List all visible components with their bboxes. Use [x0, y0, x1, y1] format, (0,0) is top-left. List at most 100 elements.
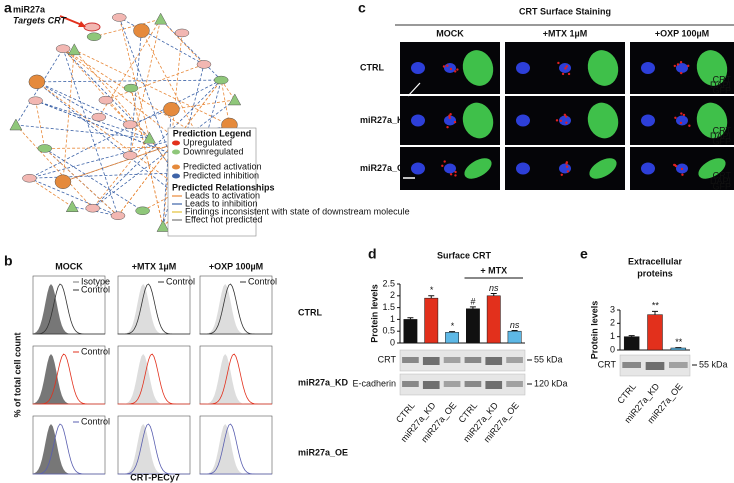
legend-title: Predicted Relationships: [172, 182, 275, 192]
bar: [403, 319, 418, 344]
crt-spot: [565, 162, 568, 165]
crt-spot: [563, 113, 567, 117]
cell-nucleus: [411, 162, 425, 175]
channel-label: GFP: [712, 181, 731, 191]
network-edge: [62, 48, 150, 139]
network-edge: [36, 81, 100, 118]
y-tick-label: 0.5: [382, 326, 395, 336]
y-tick-label: 1.5: [382, 302, 395, 312]
cell-nucleus: [516, 62, 530, 74]
cell-gfp: [587, 50, 619, 86]
channel-label: CRT: [713, 125, 732, 135]
histogram-frame: [199, 415, 273, 475]
network-node: [85, 203, 100, 213]
legend-swatch: [172, 140, 180, 146]
y-tick-label: 2.5: [382, 278, 395, 288]
crt-spot: [555, 119, 559, 122]
network-edge: [29, 177, 119, 217]
legend-swatch: [172, 164, 180, 170]
legend-label: Control: [81, 416, 110, 426]
row-label: miR27a_OE: [360, 163, 410, 173]
network-edge: [29, 79, 222, 179]
y-tick-label: 3: [610, 304, 615, 314]
cell-nucleus: [411, 114, 425, 127]
crt-spot: [449, 67, 453, 71]
chart-title: Extracellular: [628, 256, 683, 266]
category-label: CTRL: [615, 381, 638, 405]
crt-node: [83, 22, 101, 32]
legend-label: Control: [166, 276, 195, 286]
blot-band: [422, 381, 440, 389]
blot-band: [506, 381, 523, 387]
marker-label: 55 kDa: [534, 354, 563, 364]
channel-label: GFP: [712, 136, 731, 146]
network-edge: [36, 81, 189, 206]
blot-band: [622, 362, 641, 368]
error-bar: [652, 310, 658, 315]
crt-spot: [679, 61, 683, 64]
network-node: [213, 75, 229, 85]
crt-spot: [454, 174, 457, 177]
network-node: [154, 12, 168, 25]
crt-spot: [566, 170, 570, 173]
network-edge: [130, 88, 164, 227]
y-tick-label: 0: [610, 344, 615, 354]
crt-spot: [561, 72, 565, 76]
cell-nucleus: [559, 163, 571, 174]
crt-spot: [687, 64, 690, 68]
network-edge: [92, 137, 150, 209]
network-edge: [105, 63, 205, 101]
error-bar: [628, 335, 635, 337]
network-node: [9, 118, 23, 131]
significance-label: *: [450, 321, 454, 331]
crt-spot: [454, 170, 457, 174]
panel-letter: a: [4, 0, 12, 16]
network-node: [133, 23, 150, 38]
error-bar: [469, 306, 476, 309]
cell-gfp: [696, 102, 728, 139]
network-edge: [74, 49, 230, 126]
cell-nucleus: [516, 114, 530, 127]
histogram-fill: [33, 424, 105, 474]
blot-band: [443, 381, 461, 387]
crt-spot: [449, 173, 453, 176]
arrow-head: [78, 21, 86, 27]
histogram-line: [199, 283, 272, 335]
histogram-fill: [200, 424, 272, 474]
blot-frame: [399, 349, 526, 372]
cell-nucleus: [559, 115, 571, 126]
marker-label: 55 kDa: [699, 359, 728, 369]
network-edge: [171, 99, 235, 110]
legend-box: [167, 127, 257, 237]
channel-label: CRT: [713, 170, 732, 180]
network-edge: [62, 49, 75, 182]
network-edge: [118, 17, 150, 139]
legend-label: Upregulated: [183, 137, 232, 147]
row-label: miR27a_KD: [360, 115, 411, 125]
blot-band: [485, 381, 503, 389]
histogram-line: [200, 353, 272, 405]
cell-nucleus: [411, 62, 425, 74]
network-node: [91, 112, 107, 122]
crt-spot: [673, 64, 677, 68]
network-node: [54, 174, 72, 189]
group-label: + MTX: [480, 265, 507, 275]
network-edge: [141, 30, 218, 172]
network-edge: [62, 48, 131, 125]
panel-letter: d: [368, 246, 377, 262]
y-tick-label: 2: [390, 290, 395, 300]
y-tick-label: 0: [390, 337, 395, 347]
channel-label: DAPI: [710, 131, 731, 141]
network-edge: [92, 79, 222, 209]
error-bar: [511, 329, 518, 332]
crt-spot: [456, 68, 459, 71]
legend-swatch: [172, 173, 180, 179]
cell-gfp: [698, 158, 726, 179]
channel-label: DAPI: [710, 80, 731, 90]
network-edge: [220, 80, 230, 126]
cell-nucleus: [444, 115, 456, 126]
significance-label: ns: [510, 320, 520, 330]
bar: [623, 336, 640, 351]
network-node: [65, 200, 79, 213]
legend-label: Downregulated: [183, 146, 244, 156]
